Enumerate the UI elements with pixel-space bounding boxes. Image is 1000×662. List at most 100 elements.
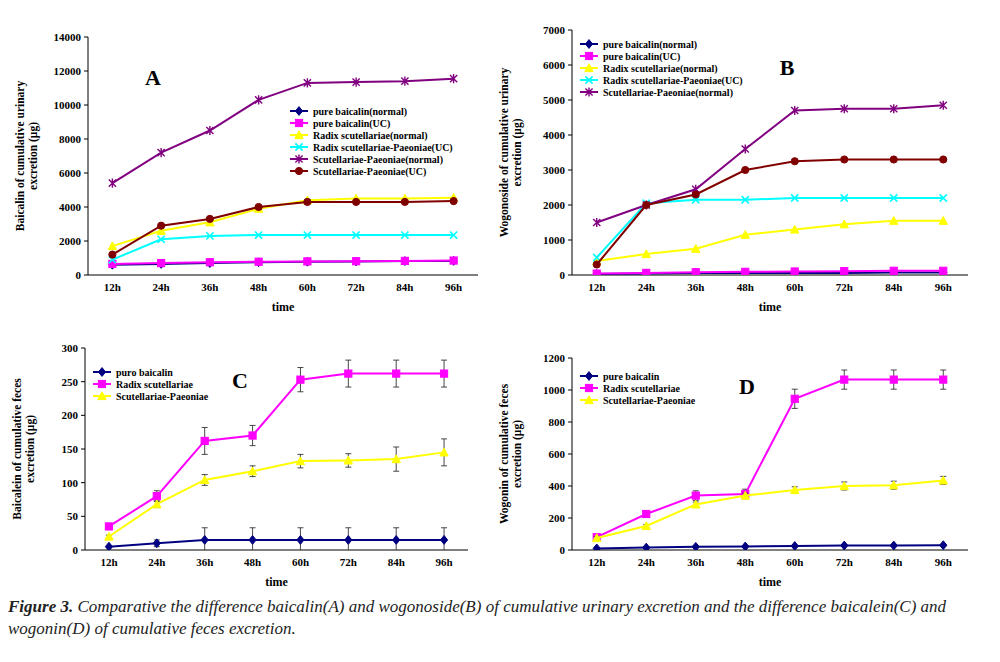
legend-swatch-marker (585, 372, 592, 381)
marker (841, 194, 848, 201)
legend: pure baicalin(normal)pure baicalin(UC)Ra… (290, 106, 453, 178)
marker (297, 376, 304, 383)
marker (890, 541, 897, 550)
x-tick-label: 48h (737, 281, 754, 293)
legend-swatch-marker (98, 392, 106, 400)
y-tick-label: 0 (560, 544, 566, 556)
x-tick-label: 36h (196, 556, 213, 568)
legend: pure baicalin(normal)pure baicalin(UC)Ra… (580, 39, 743, 99)
y-axis-label: Wogonoside of cumulative urinaryexcretio… (498, 67, 524, 237)
marker (153, 493, 160, 500)
x-tick-label: 96h (935, 556, 952, 568)
marker (304, 257, 311, 266)
y-axis-label-line: Baicalin of cumulative urinary (14, 81, 27, 232)
marker (401, 198, 408, 205)
legend-swatch-marker (295, 131, 303, 139)
marker (642, 522, 650, 530)
y-tick (81, 415, 85, 416)
y-tick-label: 200 (549, 512, 566, 524)
error-bar (202, 528, 208, 550)
series-line (109, 452, 444, 536)
marker (791, 268, 798, 275)
x-tick-label: 12h (104, 281, 121, 293)
error-bar (693, 491, 699, 501)
marker (249, 432, 256, 439)
marker (450, 74, 457, 83)
x-axis-label: time (759, 575, 782, 589)
marker (692, 500, 700, 508)
series-line (109, 374, 444, 527)
legend-label: puro baicalin (116, 367, 173, 378)
y-tick (568, 390, 572, 391)
plot-data (593, 101, 948, 275)
marker (206, 259, 213, 268)
marker (255, 231, 262, 238)
x-tick-label: 60h (299, 281, 316, 293)
marker (296, 457, 304, 465)
marker (940, 376, 947, 383)
plot-data (108, 74, 458, 269)
marker (109, 251, 116, 258)
marker (255, 203, 262, 210)
y-axis-label: Baicalin of cumulative urinaryexcretion … (14, 81, 40, 232)
legend-label: Radix scutellariae (603, 383, 680, 394)
figure: 0200040006000800010000120001400012h24h36… (0, 0, 1000, 590)
marker (206, 259, 213, 266)
y-tick (568, 205, 572, 206)
marker (593, 270, 600, 275)
legend-label: Scutellariae-Paeoniae (603, 395, 696, 406)
marker (108, 242, 116, 250)
marker (248, 467, 256, 475)
marker (791, 269, 798, 276)
marker (158, 148, 165, 157)
marker (742, 542, 749, 550)
y-axis (88, 37, 89, 275)
series-line (112, 201, 453, 255)
legend-label: Scutellariae-Paeoniae(normal) (603, 87, 733, 99)
marker (109, 179, 116, 188)
marker (841, 269, 848, 276)
legend-swatch-marker (585, 396, 593, 404)
legend-label: Scutellariae-Paeoniae(normal) (313, 154, 443, 166)
marker (353, 258, 360, 265)
x-tick-label: 36h (687, 281, 704, 293)
marker (940, 541, 947, 550)
y-tick (568, 486, 572, 487)
legend-label: Radix scutellariae(normal) (313, 130, 428, 142)
y-tick-label: 3000 (543, 164, 566, 176)
x-tick-label: 72h (348, 281, 365, 293)
marker (105, 542, 112, 550)
x-tick-label: 24h (148, 556, 165, 568)
y-tick-label: 2000 (543, 199, 566, 211)
series-line (597, 198, 944, 258)
error-bar (441, 528, 447, 550)
marker (890, 217, 898, 225)
y-tick (568, 30, 572, 31)
series-line (597, 221, 944, 261)
y-tick (84, 37, 88, 38)
panel-title: C (232, 368, 248, 393)
x-tick-label: 96h (436, 556, 453, 568)
y-tick (568, 518, 572, 519)
x-tick-label: 48h (244, 556, 261, 568)
marker (791, 225, 799, 233)
marker (593, 270, 600, 275)
y-tick (81, 482, 85, 483)
marker (153, 500, 161, 508)
marker (105, 523, 112, 530)
marker (791, 542, 798, 550)
marker (440, 536, 447, 545)
marker (791, 395, 798, 402)
panel: 05010015020025030012h24h36h48h60h72h84h9… (11, 342, 469, 589)
marker (440, 448, 448, 456)
marker (344, 456, 352, 464)
y-tick-label: 12000 (54, 65, 82, 77)
legend-swatch-marker (98, 368, 105, 377)
plot-data (105, 360, 449, 550)
marker (206, 232, 213, 239)
marker (450, 257, 457, 264)
marker (643, 269, 650, 275)
marker (692, 269, 699, 276)
marker (249, 536, 256, 545)
marker (791, 194, 798, 201)
